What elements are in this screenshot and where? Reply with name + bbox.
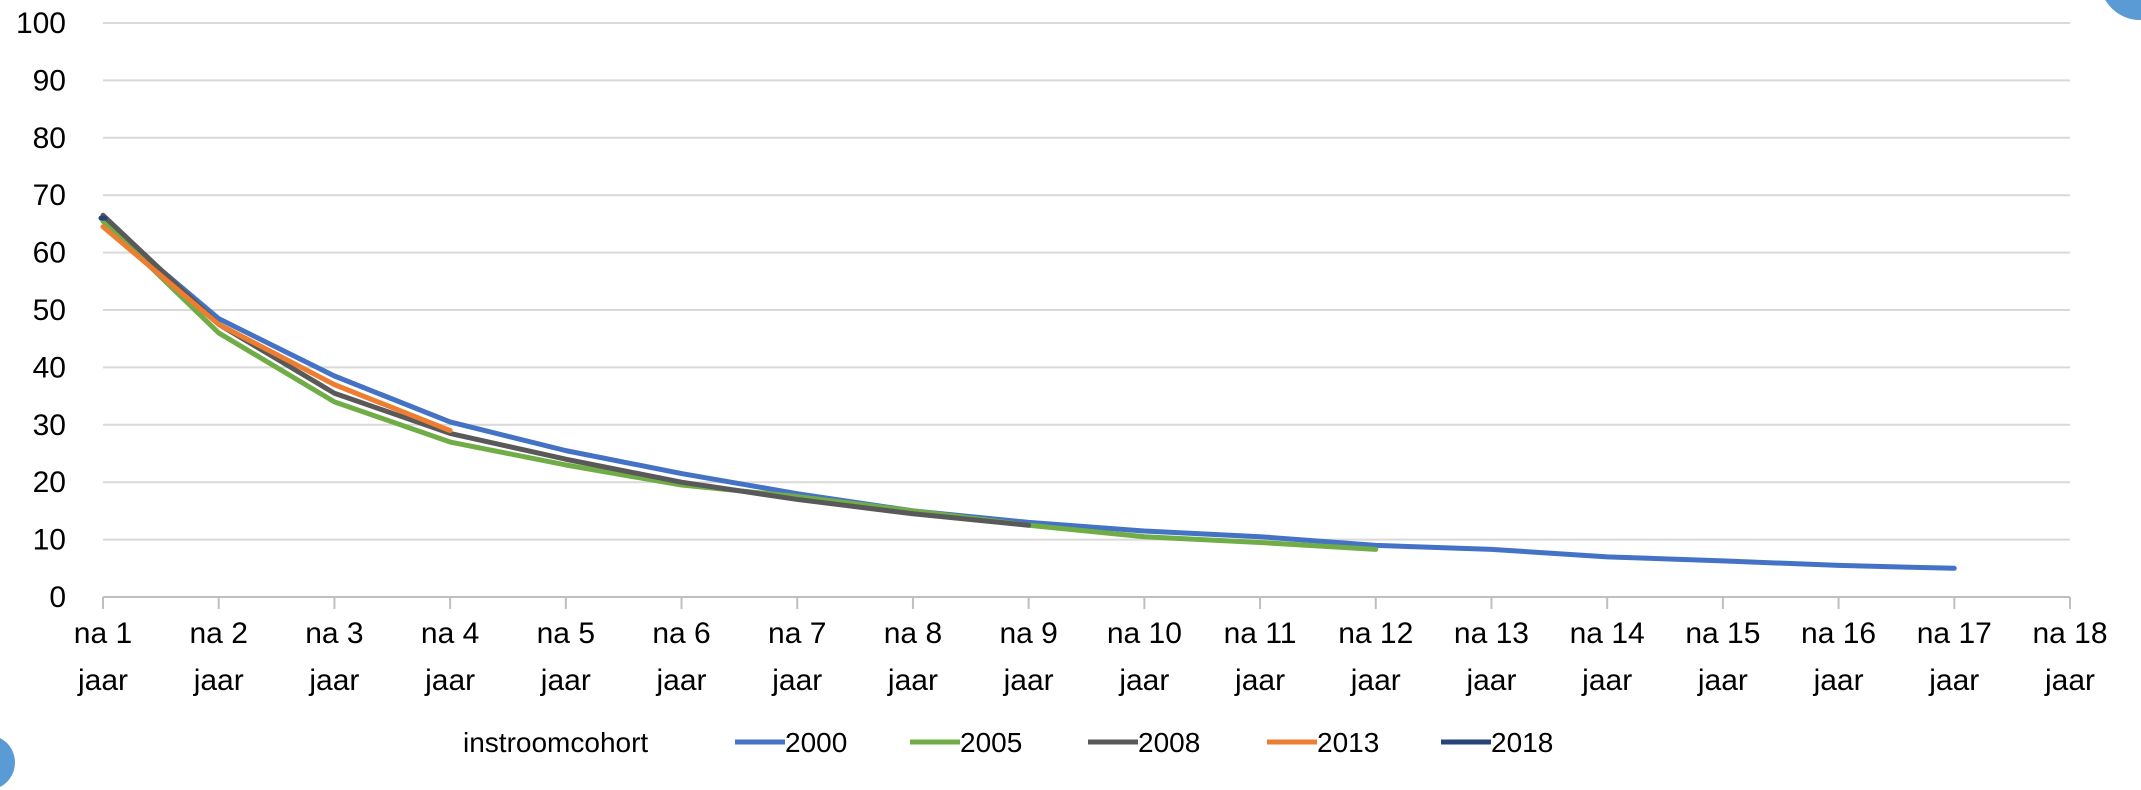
series-line-2000 [100, 218, 1957, 571]
x-tick-label: jaar [1118, 664, 1169, 697]
y-tick-label: 40 [33, 351, 66, 384]
series-line-2005 [100, 218, 1379, 552]
x-tick-label: na 11 [1224, 617, 1297, 650]
x-tick-label: jaar [1234, 664, 1285, 697]
x-tick-label: na 12 [1338, 617, 1413, 650]
x-tick-label: jaar [1813, 664, 1864, 697]
x-tick-label: jaar [1928, 664, 1979, 697]
x-tick-label: na 9 [999, 617, 1057, 650]
x-tick-label: na 7 [768, 617, 826, 650]
x-tick-label: jaar [2044, 664, 2095, 697]
x-tick-label: jaar [887, 664, 938, 697]
x-tick-label: jaar [540, 664, 591, 697]
legend-title: instroomcohort [463, 727, 648, 758]
y-tick-label: 30 [33, 409, 66, 442]
series-line-2008 [100, 212, 1032, 528]
chart-svg: 0 10 20 30 40 50 60 70 80 90 100 na 1 jaar na 2 jaar na… [16, 7, 2108, 758]
x-tick-label: na 6 [652, 617, 710, 650]
x-tick-label: na 14 [1570, 617, 1645, 650]
x-tick-label: na 1 [74, 617, 132, 650]
y-tick-label: 0 [49, 581, 66, 614]
x-tick-label: jaar [771, 664, 822, 697]
y-tick-label: 100 [16, 7, 66, 40]
x-tick-label: na 4 [421, 617, 479, 650]
x-tick-label: na 8 [884, 617, 942, 650]
x-tick-label: jaar [424, 664, 475, 697]
x-tick-label: na 10 [1107, 617, 1182, 650]
x-tick-label: jaar [308, 664, 359, 697]
x-tick-label: jaar [1697, 664, 1748, 697]
y-tick-label: 20 [33, 466, 66, 499]
x-tick-label: na 17 [1917, 617, 1992, 650]
y-tick-label: 80 [33, 122, 66, 155]
y-tick-label: 70 [33, 179, 66, 212]
x-tick-label: na 16 [1801, 617, 1876, 650]
x-tick-label: jaar [656, 664, 707, 697]
legend-label-2013: 2013 [1317, 727, 1379, 758]
y-tick-label: 60 [33, 237, 66, 270]
series-line-2013 [100, 224, 453, 434]
legend-label-2018: 2018 [1491, 727, 1553, 758]
x-tick-label: na 18 [2032, 617, 2107, 650]
line-chart: 0 10 20 30 40 50 60 70 80 90 100 na 1 jaar na 2 jaar na… [16, 7, 2108, 758]
x-tick-label: jaar [1003, 664, 1054, 697]
y-tick-label: 50 [33, 294, 66, 327]
x-tick-label: na 13 [1454, 617, 1529, 650]
x-tick-label: jaar [1350, 664, 1401, 697]
x-tick-label: na 15 [1685, 617, 1760, 650]
x-tick-label: na 5 [537, 617, 595, 650]
x-tick-label: na 3 [305, 617, 363, 650]
legend-label-2000: 2000 [785, 727, 847, 758]
x-tick-label: jaar [1465, 664, 1516, 697]
y-tick-label: 10 [33, 524, 66, 557]
legend-label-2008: 2008 [1138, 727, 1200, 758]
x-tick-label: na 2 [190, 617, 248, 650]
legend-label-2005: 2005 [960, 727, 1022, 758]
x-tick-label: jaar [77, 664, 128, 697]
x-tick-label: jaar [193, 664, 244, 697]
y-tick-label: 90 [33, 64, 66, 97]
x-tick-label: jaar [1581, 664, 1632, 697]
